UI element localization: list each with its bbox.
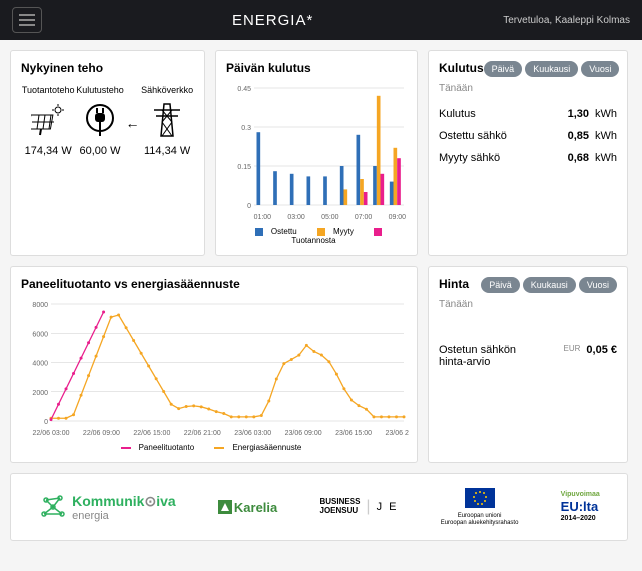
svg-text:23/06 03:00: 23/06 03:00: [234, 430, 271, 437]
footer-logos: Kommunik⊙ivaenergia Karelia BUSINESSJOEN…: [10, 473, 628, 541]
welcome-text: Tervetuloa, Kaaleppi Kolmas: [503, 15, 630, 26]
pill-year[interactable]: Vuosi: [581, 61, 619, 77]
forecast-legend: Paneelituotanto Energiasääennuste: [21, 443, 407, 452]
plug-icon: [76, 101, 124, 139]
svg-text:05:00: 05:00: [321, 214, 339, 221]
pill-day[interactable]: Päivä: [484, 61, 523, 77]
svg-text:22/06 09:00: 22/06 09:00: [83, 430, 120, 437]
hinta-title: Hinta: [439, 277, 469, 291]
day-bar-chart: 0 0.15 0.3 0.45 01:00 03:00 05:00 07:00 09:00: [226, 83, 409, 223]
svg-text:03:00: 03:00: [287, 214, 305, 221]
hinta-row: Ostetun sähkön hinta-arvio EUR0,05 €: [439, 344, 617, 368]
hinta-pill-month[interactable]: Kuukausi: [523, 277, 576, 293]
kulutus-title: Kulutus: [439, 61, 484, 75]
vipuvoimaa-logo: Vipuvoimaa EU:lta 2014–2020: [561, 491, 600, 523]
kulutus-card: Kulutus Päivä Kuukausi Vuosi Tänään Kulu…: [428, 50, 628, 256]
forecast-line-chart: 0 2000 4000 6000 8000 22/06 03:00 22/06 09:00 2…: [21, 299, 409, 439]
business-joensuu-logo: BUSINESSJOENSUU | J E: [320, 498, 399, 516]
brand-title: ENERGIA*: [42, 12, 503, 29]
menu-button[interactable]: [12, 7, 42, 33]
eu-logo: Euroopan unioniEuroopan aluekehitysrahas…: [441, 488, 519, 526]
forecast-title: Paneelituotanto vs energiasääennuste: [21, 277, 407, 291]
power-grid: Sähköverkko 114,34 W: [141, 85, 193, 157]
svg-text:0.3: 0.3: [241, 125, 251, 132]
power-card: Nykyinen teho Tuotantoteho 174,34 W Kulu…: [10, 50, 205, 256]
karelia-logo: Karelia: [218, 500, 277, 515]
pill-month[interactable]: Kuukausi: [525, 61, 578, 77]
svg-text:0.15: 0.15: [237, 164, 251, 171]
app-header: ENERGIA* Tervetuloa, Kaaleppi Kolmas: [0, 0, 642, 40]
power-title: Nykyinen teho: [21, 61, 194, 75]
power-production: Tuotantoteho 174,34 W: [22, 85, 75, 157]
svg-text:22/06 03:00: 22/06 03:00: [33, 430, 70, 437]
hinta-card: Hinta Päivä Kuukausi Vuosi Tänään Ostetu…: [428, 266, 628, 463]
kommunikoiva-logo: Kommunik⊙ivaenergia: [38, 492, 176, 522]
svg-text:0: 0: [44, 419, 48, 426]
svg-text:2000: 2000: [32, 390, 48, 397]
svg-text:0.45: 0.45: [237, 86, 251, 93]
kv-kulutus: Kulutus1,30kWh: [439, 108, 617, 120]
svg-text:23/06 23:00: 23/06 23:00: [386, 430, 409, 437]
svg-text:09:00: 09:00: [389, 214, 407, 221]
svg-text:23/06 15:00: 23/06 15:00: [335, 430, 372, 437]
kv-myyty: Myyty sähkö0,68kWh: [439, 152, 617, 164]
svg-text:0: 0: [247, 203, 251, 210]
svg-text:22/06 15:00: 22/06 15:00: [133, 430, 170, 437]
hinta-pill-day[interactable]: Päivä: [481, 277, 520, 293]
solar-panel-icon: [22, 101, 75, 139]
power-consumption: Kulutusteho 60,00 W: [76, 85, 124, 157]
kv-ostettu: Ostettu sähkö0,85kWh: [439, 130, 617, 142]
svg-text:22/06 21:00: 22/06 21:00: [184, 430, 221, 437]
svg-text:4000: 4000: [32, 361, 48, 368]
day-chart-card: Päivän kulutus 0 0.15 0.3 0.45 01:00 03:00 05:…: [215, 50, 418, 256]
pylon-icon: [141, 101, 193, 139]
day-chart-title: Päivän kulutus: [226, 61, 407, 75]
svg-text:23/06 09:00: 23/06 09:00: [285, 430, 322, 437]
svg-text:8000: 8000: [32, 302, 48, 309]
svg-text:07:00: 07:00: [355, 214, 373, 221]
forecast-card: Paneelituotanto vs energiasääennuste 0 20…: [10, 266, 418, 463]
kulutus-sub: Tänään: [439, 83, 617, 94]
svg-text:6000: 6000: [32, 331, 48, 338]
svg-text:01:00: 01:00: [254, 214, 272, 221]
hinta-sub: Tänään: [439, 299, 617, 310]
hinta-pill-year[interactable]: Vuosi: [579, 277, 617, 293]
arrow-icon: ←: [125, 115, 139, 131]
day-chart-legend: Ostettu Myyty Tuotannosta: [226, 227, 407, 245]
